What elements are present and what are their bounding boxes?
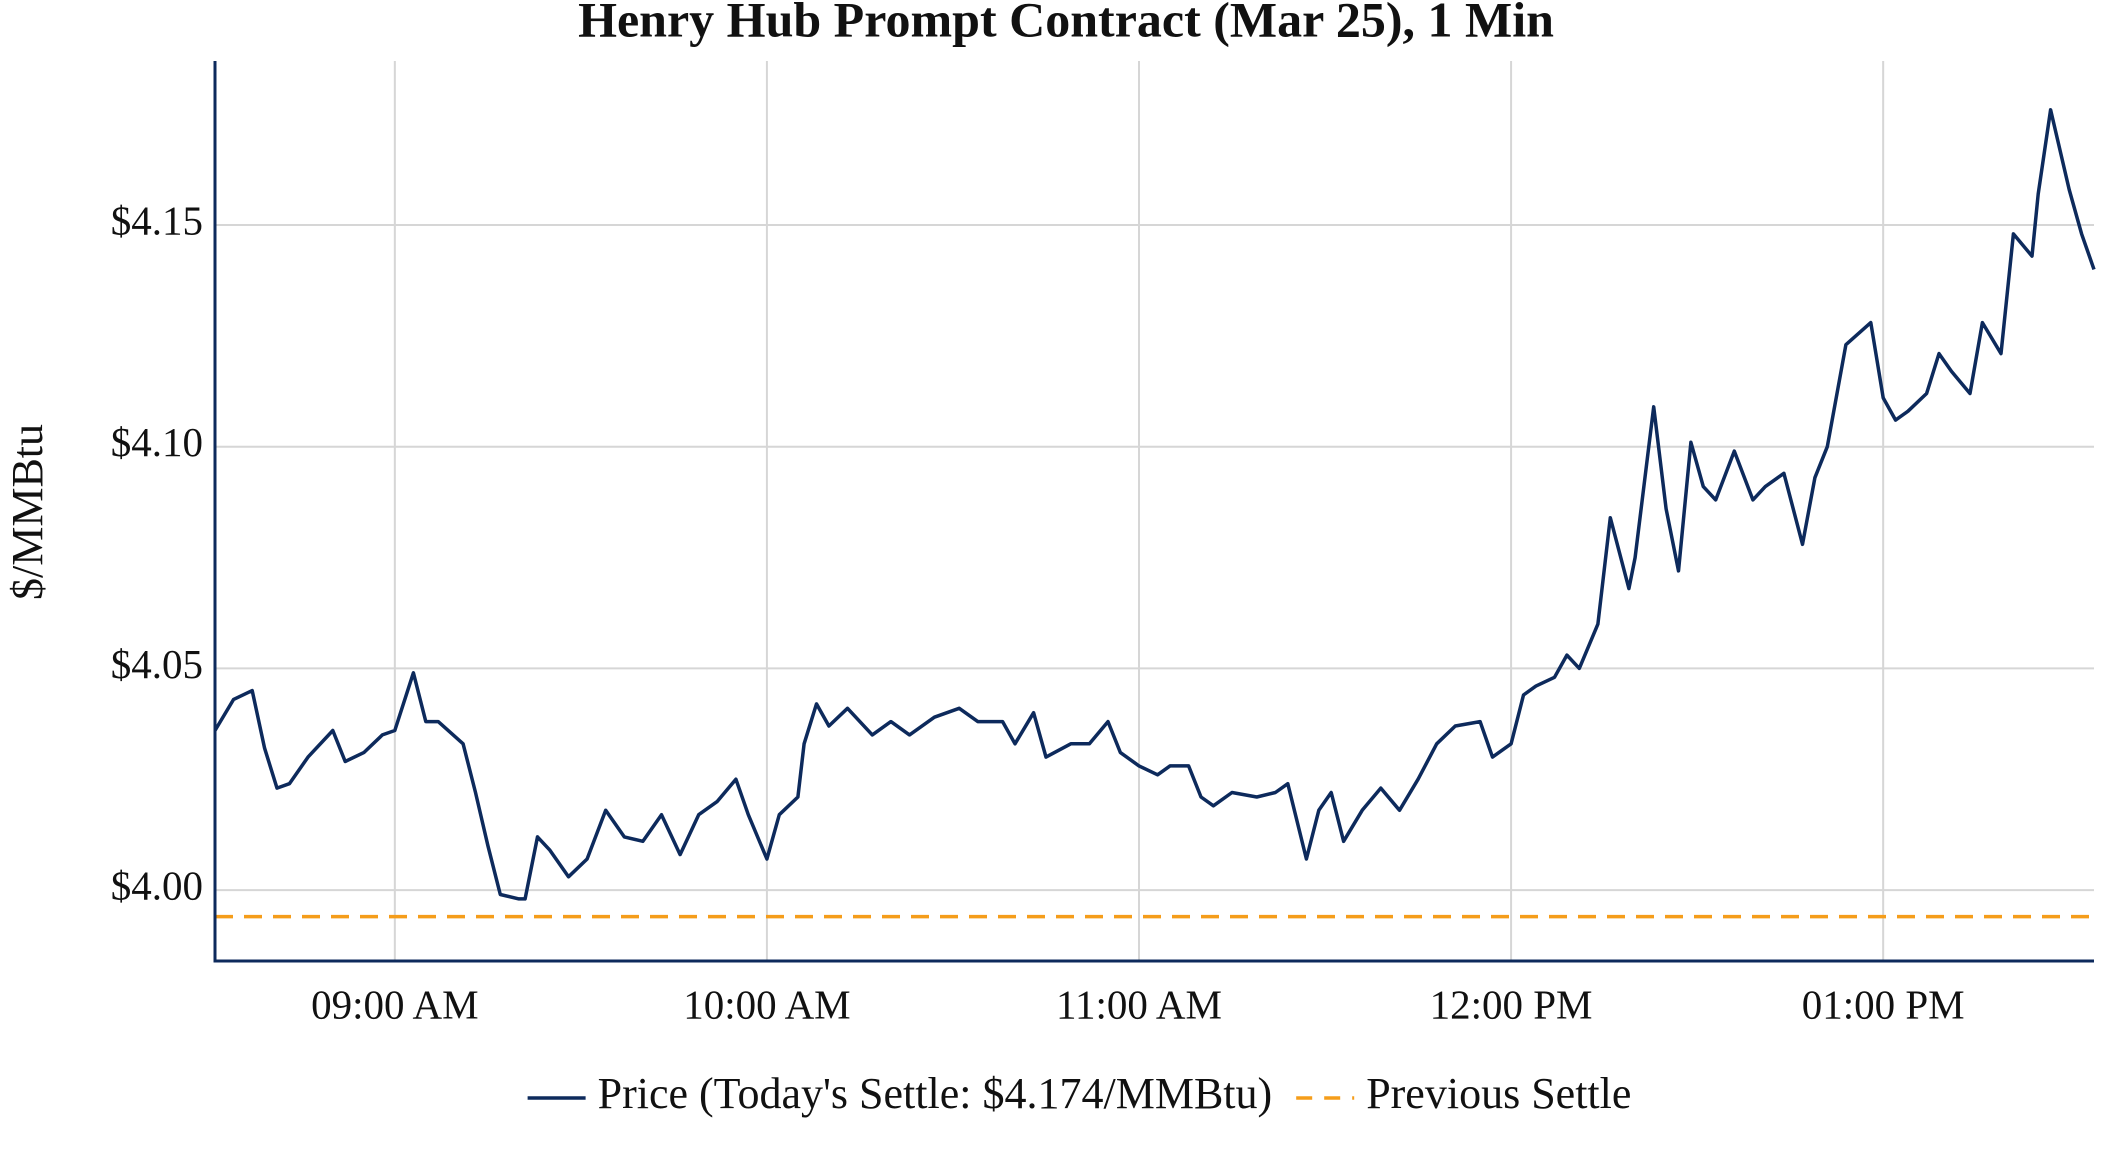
legend-label: Price (Today's Settle: $4.174/MMBtu) — [598, 1069, 1273, 1118]
x-tick-label: 09:00 AM — [311, 981, 478, 1027]
y-tick-label: $4.10 — [111, 419, 203, 465]
y-tick-label: $4.00 — [111, 862, 203, 908]
price-line — [213, 108, 2096, 901]
x-tick-label: 10:00 AM — [683, 981, 850, 1027]
y-tick-label: $4.15 — [111, 197, 203, 243]
x-tick-label: 01:00 PM — [1802, 981, 1965, 1027]
x-tick-label: 12:00 PM — [1430, 981, 1593, 1027]
y-tick-label: $4.05 — [111, 641, 203, 687]
legend-label: Previous Settle — [1366, 1069, 1631, 1118]
y-axis-label: $/MMBtu — [3, 424, 52, 600]
chart-title: Henry Hub Prompt Contract (Mar 25), 1 Mi… — [578, 0, 1554, 47]
x-tick-label: 11:00 AM — [1056, 981, 1222, 1027]
